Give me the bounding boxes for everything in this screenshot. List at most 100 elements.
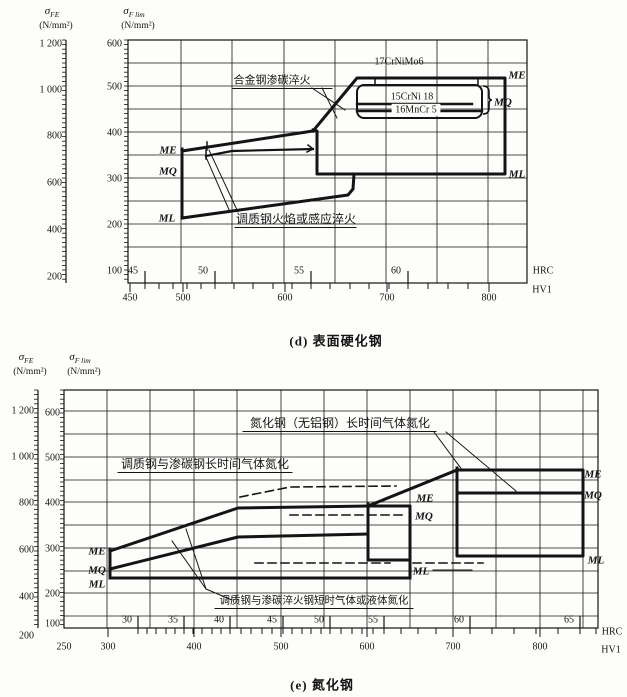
shorttime-me-dashed [239,485,397,498]
sigma-flim-tick-labels-d-2: 400 [107,127,122,138]
flame-leader-2 [208,149,239,213]
label-ml-left-e: ML [88,579,106,591]
hv-tick-labels-e-1: 300 [101,641,116,652]
hrc-tick-labels-d-3: 60 [391,265,401,276]
sigma-fe-axis-title-e-symbol: σFE [19,351,34,365]
label-nitriding-steel: 氮化钢（无铝钢）长时间气体氮化 [250,415,430,430]
sigma-fe-tick-labels-e-2: 800 [19,497,34,508]
label-me-left-e: ME [87,546,105,558]
hrc-tick-labels-e-1: 35 [168,614,178,625]
nitriding-steel-box [455,466,585,558]
sigma-fe-tick-labels-e-1: 1 000 [12,451,35,462]
label-me-right-d: ME [507,70,525,82]
shorttime-leader-2 [185,528,207,590]
sigma-flim-tick-labels-d-4: 200 [107,219,122,230]
carburized-leader-2 [321,87,338,119]
sigma-flim-tick-labels-d-1: 500 [107,81,122,92]
label-longtime-gas-nitrided: 调质钢与渗碳钢长时间气体氮化 [121,456,289,471]
hrc-tick-labels-e-7: 65 [564,614,574,625]
sigma-flim-axis-title-e-unit: (N/mm²) [67,366,100,377]
hv-tick-labels-d-0: 450 [123,292,138,303]
label-mq-left-d: MQ [158,166,177,178]
hrc-tick-labels-e-0: 30 [122,614,132,625]
hv-tick-labels-e-0: 250 [57,641,72,652]
label-mq-right-e: MQ [583,490,602,502]
sigma-flim-tick-labels-e-5: 100 [45,618,60,629]
sigma-fe-axis-title-d-unit: (N/mm²) [39,20,72,31]
sigma-flim-tick-labels-e-0: 600 [45,407,60,418]
hrc-tick-labels-d-2: 55 [294,265,304,276]
label-me-left-d: ME [158,145,176,157]
hrc-tick-labels-d-0: 45 [128,265,138,276]
sigma-flim-tick-labels-d-0: 600 [107,38,122,49]
label-ml-right-d: ML [508,169,526,181]
carburized-leader-1 [311,87,346,111]
sigma-flim-tick-labels-e-3: 300 [45,543,60,554]
flame-induction-mq-line [204,147,315,158]
sigma-fe-tick-labels-e-0: 1 200 [12,405,35,416]
plot-grid-d-border [127,39,528,284]
label-me-mid-e: ME [415,493,433,505]
caption-panel-e: (e) 氮化钢 [290,677,354,693]
hv-tick-labels-e-6: 800 [533,641,548,652]
sigma-flim-axis-title-d-unit: (N/mm²) [121,20,154,31]
flame-leader-1 [205,156,231,213]
label-ml-right-e: ML [587,555,605,567]
label-mq-left-e: MQ [87,565,106,577]
sigma-fe-tick-labels-d-2: 800 [47,130,62,141]
hv-tick-labels-e-5: 700 [446,641,461,652]
sigma-flim-tick-labels-d-3: 300 [107,173,122,184]
sigma-fe-tick-labels-d-0: 1 200 [40,38,63,49]
nitriding-leader-2 [445,431,517,492]
longtime-me-line [108,504,370,553]
hv-tick-labels-e-4: 600 [360,641,375,652]
sigma-fe-axis-title-e-unit: (N/mm²) [13,366,46,377]
mq-grades-box [356,84,483,119]
sigma-fe-axis-title-d-symbol: σFE [45,5,60,19]
hv-tick-labels-e-3: 500 [274,641,289,652]
grade-16mncr5-label: 16MnCr 5 [395,104,436,115]
label-mq-right-d: MQ [493,97,512,109]
nitriding-leader-1 [433,431,464,472]
label-ml-mid-e: ML [412,566,430,578]
nitriding-steel-diagonal [366,468,459,508]
hrc-axis-unit-d: HRC [533,265,554,276]
hv-tick-labels-e-2: 400 [187,641,202,652]
flame-induction-ml-line [180,172,356,220]
label-alloy-carburized: 合金钢渗碳淬火 [234,73,311,87]
flame-mq-arrow [305,143,314,154]
sigma-fe-tick-labels-e-3: 600 [19,544,34,555]
hv1-axis-unit-e: HV1 [601,644,620,655]
sigma-fe-tick-labels-d-5: 200 [47,271,62,282]
label-flame-induction: 调质钢火焰或感应淬火 [236,211,356,226]
label-mq-mid-e: MQ [414,511,433,523]
hv-tick-labels-d-1: 500 [176,292,191,303]
hv-tick-labels-d-4: 800 [482,292,497,303]
hv-tick-labels-d-3: 700 [380,292,395,303]
hrc-tick-labels-e-6: 60 [454,614,464,625]
hrc-axis-unit-e: HRC [602,626,623,637]
mq-grades-brace [482,85,493,115]
label-me-right-e: ME [583,469,601,481]
sigma-flim-tick-labels-e-2: 400 [45,497,60,508]
sigma-fe-tick-labels-e-5: 200 [19,630,34,641]
label-ml-left-d: ML [158,213,176,225]
longtime-step-box [366,502,412,562]
sigma-flim-axis-title-d-symbol: σF lim [123,5,145,19]
carburized-region-outline [310,76,507,176]
sigma-flim-tick-labels-e-4: 200 [45,588,60,599]
label-shorttime-nitrided: 调质钢与渗碳淬火钢短时气体或液体氮化 [220,593,409,606]
hrc-tick-labels-e-4: 50 [314,614,324,625]
sigma-fe-tick-labels-d-3: 600 [47,177,62,188]
hrc-tick-labels-d-1: 50 [198,265,208,276]
sigma-fe-tick-labels-e-4: 400 [19,591,34,602]
grade-16mncr5-label-bg [391,103,441,116]
flame-induction-me-line [180,129,315,153]
hv-tick-labels-d-2: 600 [278,292,293,303]
longtime-mq-line [108,532,370,571]
sigma-flim-axis-title-e-symbol: σF lim [69,351,91,365]
hrc-tick-labels-e-5: 55 [368,614,378,625]
plot-grid-e-border [63,389,599,629]
